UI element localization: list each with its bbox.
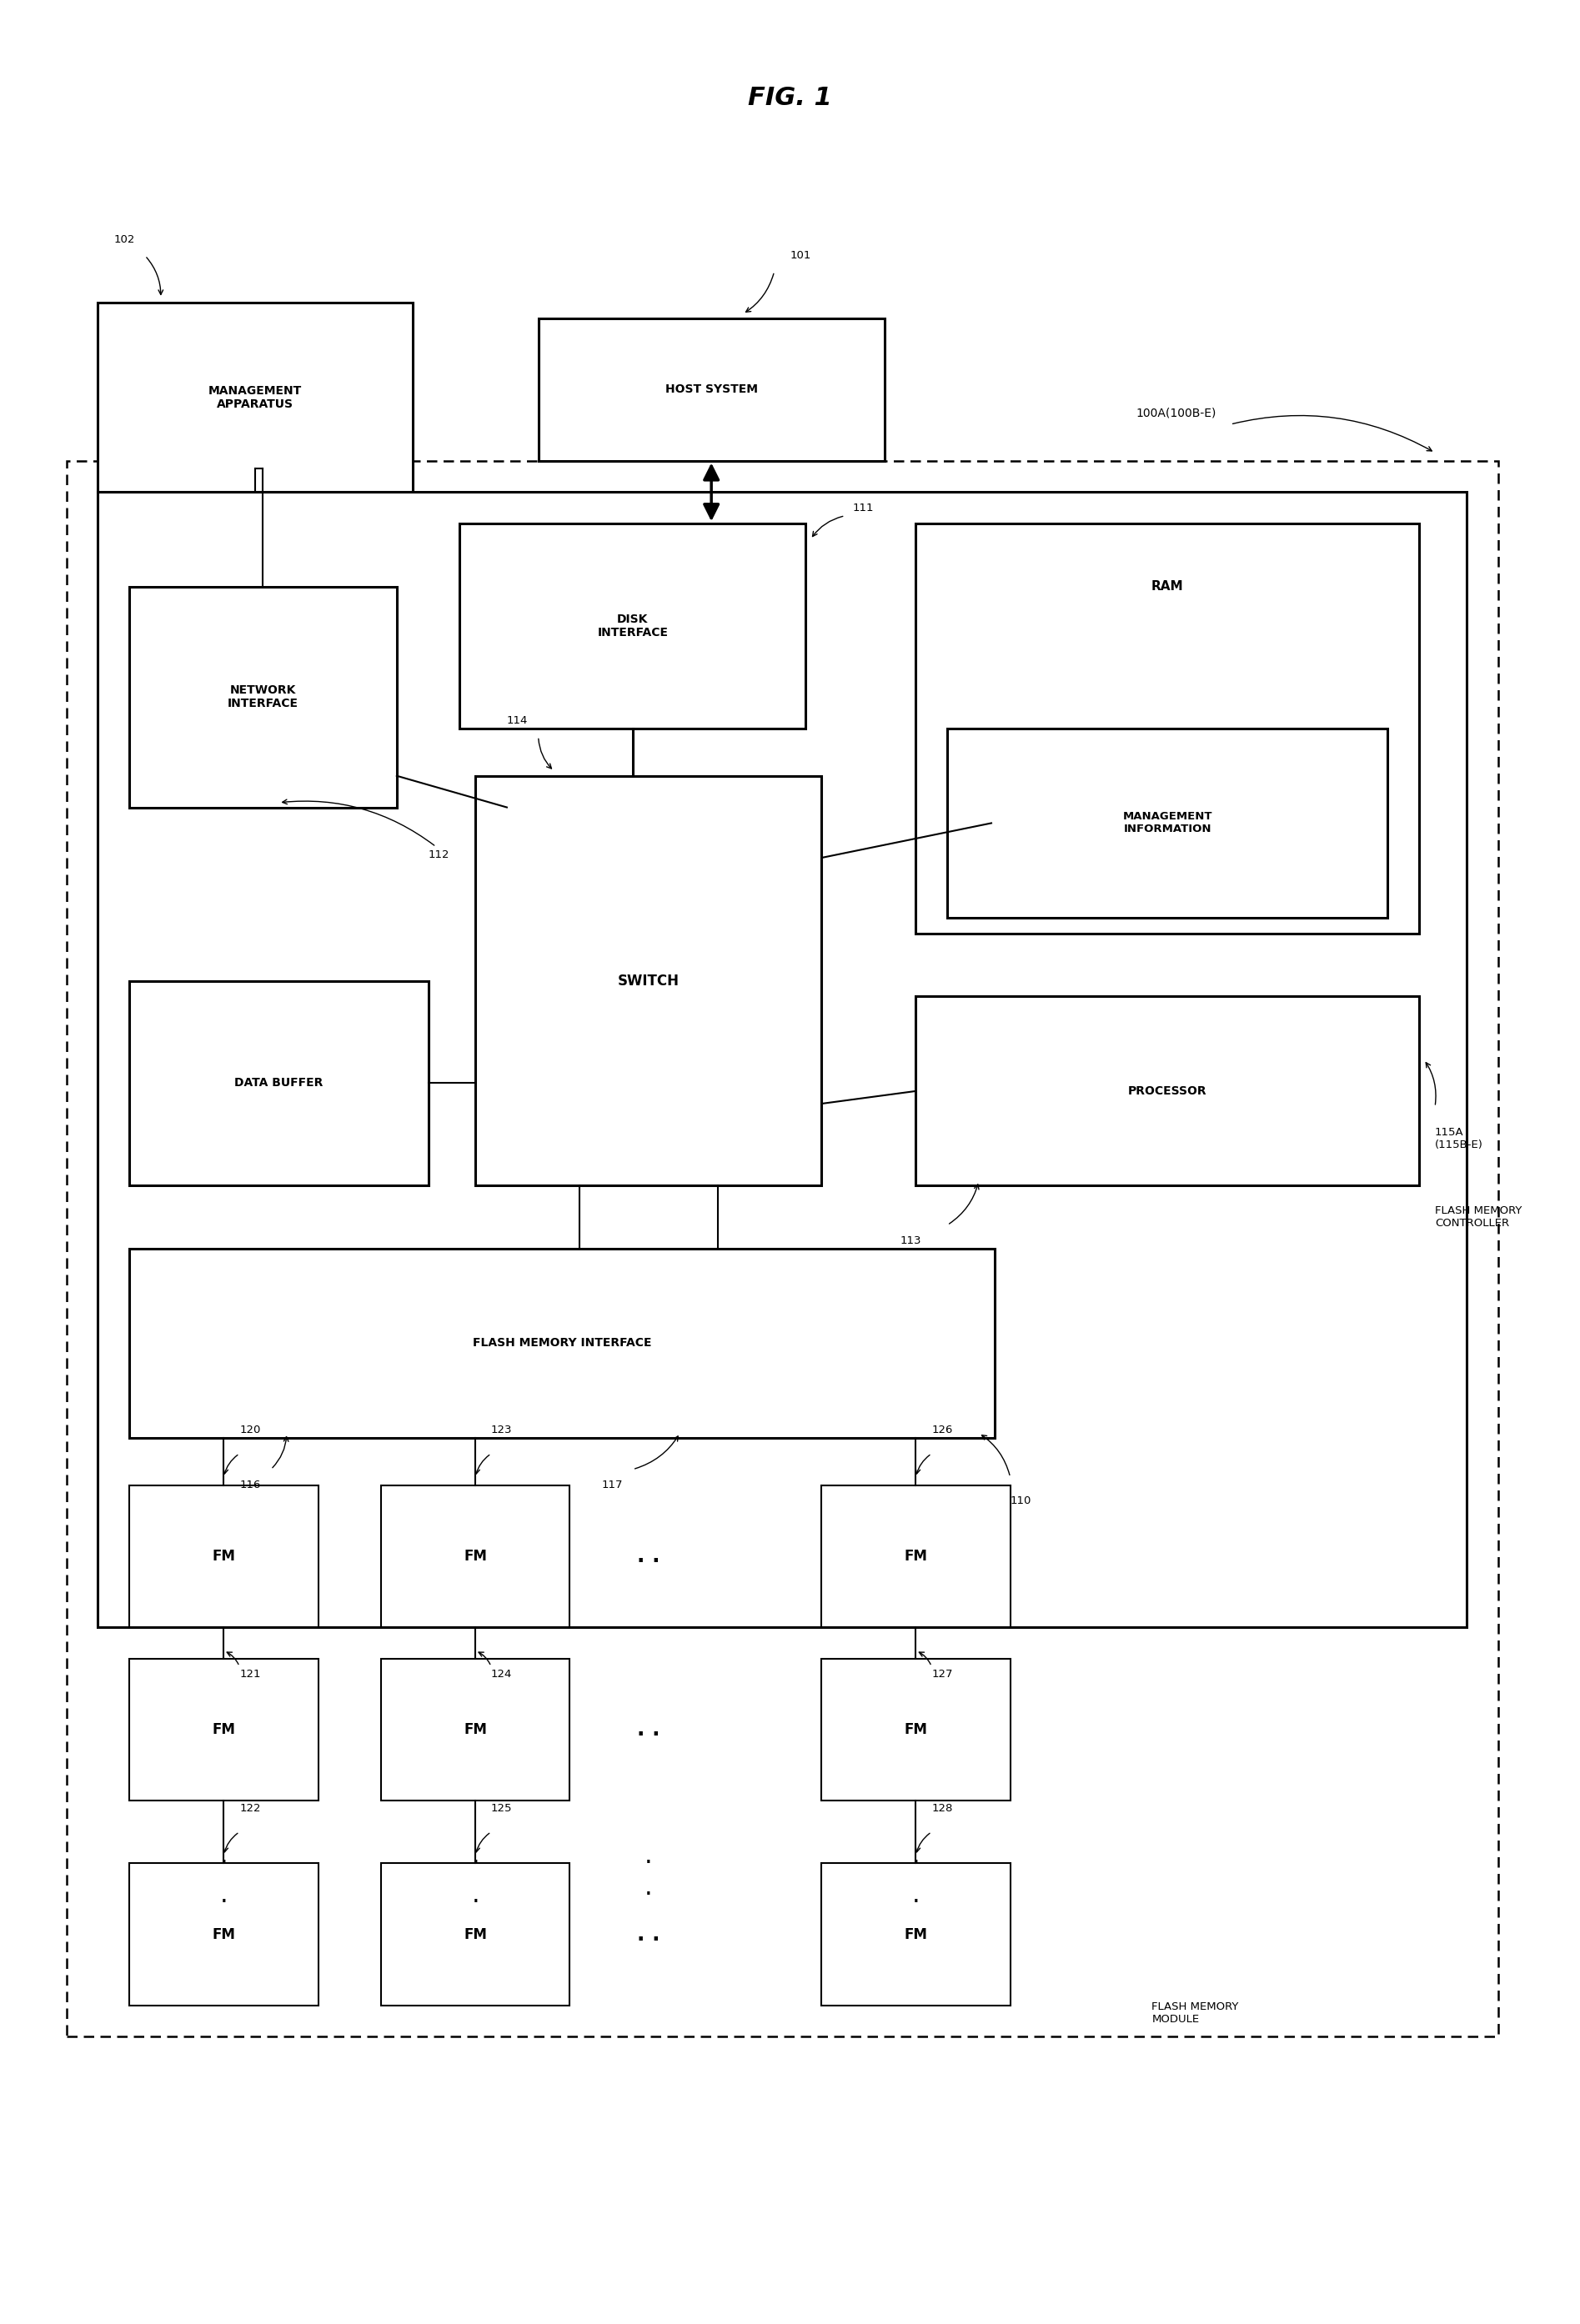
Text: FM: FM [904,1927,927,1943]
Bar [130,1864,318,2006]
Bar [822,1659,1010,1801]
Text: FLASH MEMORY
CONTROLLER: FLASH MEMORY CONTROLLER [1435,1206,1522,1229]
Text: FM: FM [212,1927,235,1943]
Text: FM: FM [212,1722,235,1736]
Text: 126: 126 [932,1425,953,1436]
Text: FLASH MEMORY INTERFACE: FLASH MEMORY INTERFACE [472,1336,651,1350]
Text: ·: · [645,1882,653,1908]
Bar [98,302,412,493]
Text: FM: FM [904,1548,927,1564]
Text: MANAGEMENT
APPARATUS: MANAGEMENT APPARATUS [209,386,302,409]
Bar [130,586,397,806]
Bar [460,523,806,727]
Text: 110: 110 [1010,1494,1032,1506]
Text: DATA BUFFER: DATA BUFFER [234,1078,322,1090]
Bar [98,493,1466,1627]
Text: SWITCH: SWITCH [618,974,679,988]
Text: ·: · [912,1892,920,1915]
Text: 100A(100B-E): 100A(100B-E) [1136,407,1217,418]
Bar [130,981,428,1185]
Text: FIG. 1: FIG. 1 [747,86,833,109]
Bar [539,318,885,460]
Bar [381,1485,570,1627]
Text: 113: 113 [901,1236,921,1246]
Bar [916,997,1419,1185]
Bar [822,1864,1010,2006]
Bar [381,1864,570,2006]
Text: 117: 117 [602,1480,623,1490]
Text: FM: FM [904,1722,927,1736]
Text: ·: · [471,1892,479,1915]
Text: . .: . . [637,1720,660,1738]
Bar [130,1485,318,1627]
Bar [476,776,822,1185]
Text: RAM: RAM [1152,581,1183,593]
Text: 120: 120 [240,1425,261,1436]
Bar [130,1659,318,1801]
Text: FLASH MEMORY
MODULE: FLASH MEMORY MODULE [1152,2001,1239,2024]
Bar [948,727,1387,918]
Text: 125: 125 [491,1803,512,1813]
Bar [822,1485,1010,1627]
Text: ·: · [912,1852,920,1875]
Text: NETWORK
INTERFACE: NETWORK INTERFACE [228,686,299,709]
Text: 112: 112 [428,848,449,860]
Text: . .: . . [637,1924,660,1945]
Text: 122: 122 [240,1803,261,1813]
Text: 116: 116 [240,1480,261,1490]
Text: ·: · [471,1852,479,1875]
Bar [381,1659,570,1801]
Bar [916,523,1419,934]
Text: FM: FM [465,1927,487,1943]
Text: 127: 127 [932,1669,953,1680]
Text: 121: 121 [240,1669,261,1680]
Text: 101: 101 [790,251,811,260]
Text: ·: · [220,1852,228,1875]
Text: 114: 114 [507,716,528,725]
Text: 102: 102 [114,235,134,246]
Bar [130,1248,994,1439]
Bar [66,460,1498,2036]
Text: ·: · [220,1892,228,1915]
Text: . .: . . [637,1545,660,1566]
Text: DISK
INTERFACE: DISK INTERFACE [597,614,668,639]
Text: 123: 123 [491,1425,512,1436]
Text: 128: 128 [932,1803,953,1813]
Text: MANAGEMENT
INFORMATION: MANAGEMENT INFORMATION [1123,811,1212,834]
Text: 111: 111 [853,502,874,514]
Text: PROCESSOR: PROCESSOR [1128,1085,1207,1097]
Text: 124: 124 [491,1669,512,1680]
Text: FM: FM [212,1548,235,1564]
Text: FM: FM [465,1548,487,1564]
Text: ·: · [645,1852,653,1875]
Text: HOST SYSTEM: HOST SYSTEM [665,383,758,395]
Text: 115A
(115B-E): 115A (115B-E) [1435,1127,1484,1150]
Text: FM: FM [465,1722,487,1736]
